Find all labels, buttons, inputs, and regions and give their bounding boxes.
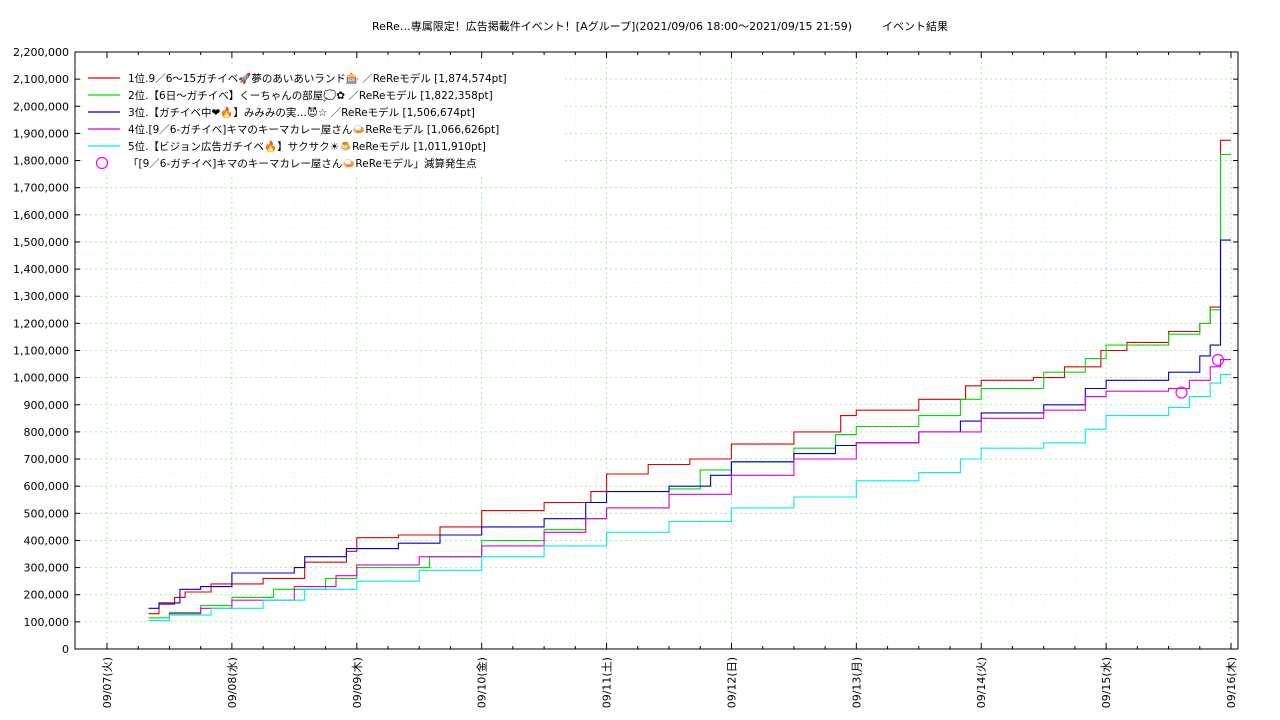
x-axis: 09/07(火) 09/08(水) 09/09(木) 09/10(金) 09/11(土)… (101, 52, 1238, 708)
y-tick-label: 500,000 (24, 507, 70, 520)
x-tick-label: 09/08(水) (226, 657, 239, 708)
y-tick-label: 800,000 (24, 426, 70, 439)
y-tick-label: 700,000 (24, 453, 70, 466)
y-tick-label: 1,500,000 (13, 236, 69, 249)
y-tick-label: 1,900,000 (13, 127, 69, 140)
y-tick-label: 900,000 (24, 399, 70, 412)
series-lines (148, 139, 1231, 622)
chart-subtitle: イベント結果 (882, 19, 948, 33)
y-tick-label: 200,000 (24, 589, 70, 602)
series-line-4 (148, 359, 1231, 622)
y-tick-label: 1,100,000 (13, 345, 69, 358)
y-tick-label: 1,800,000 (13, 155, 69, 168)
series-line-5 (148, 373, 1231, 622)
series-line-1 (148, 139, 1231, 615)
y-tick-label: 400,000 (24, 534, 70, 547)
x-tick-label: 09/16(木) (1225, 657, 1238, 708)
y-tick-label: 1,300,000 (13, 290, 69, 303)
x-tick-label: 09/15(水) (1100, 657, 1113, 708)
decrement-marker (1175, 386, 1188, 399)
y-tick-label: 1,700,000 (13, 182, 69, 195)
x-tick-label: 09/10(金) (475, 657, 489, 708)
legend-background (84, 66, 562, 176)
legend: 1位.9／6〜15ガチイベ🚀夢のあいあいランド🎰 ／ReReモデル [1,874… (84, 66, 562, 176)
y-tick-label: 1,600,000 (13, 209, 69, 222)
x-tick-label: 09/12(日) (725, 657, 738, 708)
y-tick-label: 0 (62, 643, 69, 656)
y-axis: 0 100,000 200,000 300,000 400,000 500,000 600,… (13, 46, 1238, 656)
y-tick-label: 2,200,000 (13, 46, 69, 59)
y-tick-label: 2,100,000 (13, 73, 69, 86)
legend-label: 1位.9／6〜15ガチイベ🚀夢のあいあいランド🎰 ／ReReモデル [1,874… (128, 72, 507, 85)
legend-label: 3位.【ガチイベ中❤🔥】みみみの実…😈☆ ／ReReモデル [1,506,674… (128, 106, 475, 119)
chart-title: ReRe…専属限定！広告掲載件イベント！[Aグループ](2021/09/06 1… (372, 19, 852, 33)
y-tick-label: 100,000 (24, 616, 70, 629)
legend-marker-swatch (95, 156, 109, 170)
y-tick-label: 2,000,000 (13, 100, 69, 113)
legend-label: 2位.【6日〜ガチイベ】くーちゃんの部屋💭✿ ／ReReモデル [1,822,3… (128, 89, 493, 102)
y-tick-label: 1,400,000 (13, 263, 69, 276)
x-tick-label: 09/11(土) (601, 657, 614, 708)
y-tick-label: 600,000 (24, 480, 70, 493)
x-tick-label: 09/13(月) (850, 657, 863, 708)
legend-label: 「[9／6-ガチイベ]キマのキーマカレー屋さん🍛ReReモデル」減算発生点 (128, 157, 476, 170)
y-tick-label: 1,200,000 (13, 317, 69, 330)
legend-label: 5位.【ビジョン広告ガチイベ🔥】サクサク☀🍮ReReモデル [1,011,910… (128, 140, 486, 153)
y-tick-label: 1,000,000 (13, 372, 69, 385)
decrement-markers (1175, 353, 1225, 399)
x-tick-label: 09/14(火) (975, 657, 988, 708)
legend-label: 4位.[9／6-ガチイベ]キマのキーマカレー屋さん🍛ReReモデル [1,066… (128, 123, 499, 136)
x-tick-label: 09/09(木) (351, 657, 364, 708)
y-tick-label: 300,000 (24, 562, 70, 575)
series-line-3 (148, 239, 1231, 609)
grid-lines (75, 52, 1238, 649)
series-line-2 (148, 153, 1231, 619)
x-tick-label: 09/07(火) (101, 657, 114, 708)
decrement-marker (1211, 353, 1225, 367)
